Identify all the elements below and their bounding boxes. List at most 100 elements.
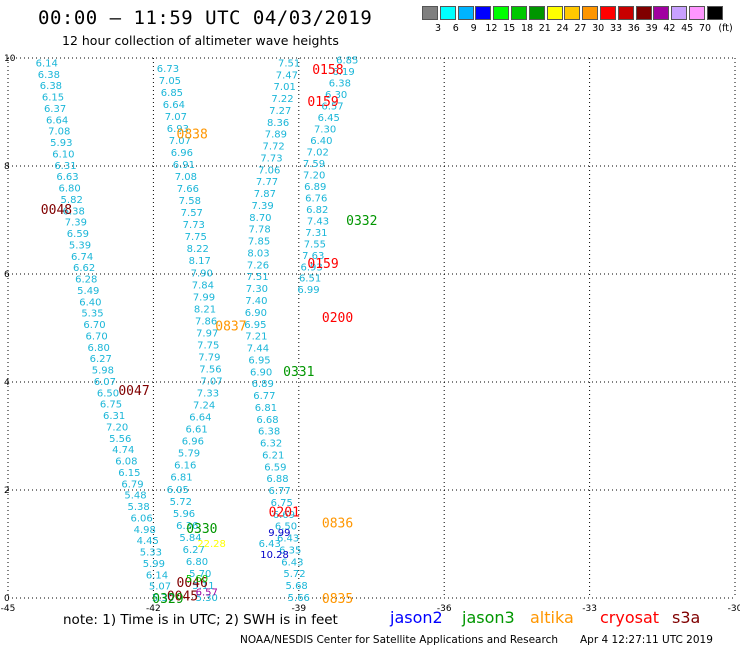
wave-height-value: 6.81 (170, 473, 192, 484)
wave-height-value: 6.64 (46, 115, 68, 126)
wave-height-value: 5.35 (81, 309, 103, 320)
wave-height-value: 6.95 (248, 355, 270, 366)
wave-height-value: 6.50 (97, 388, 119, 399)
wave-height-value: 6.80 (58, 184, 80, 195)
wave-height-value: 6.30 (325, 90, 347, 101)
legend-swatch (457, 6, 474, 20)
pass-time-stamp: 0159 (307, 257, 338, 272)
wave-height-value: 7.63 (302, 251, 324, 262)
wave-height-value: 7.24 (193, 401, 215, 412)
wave-height-value: 6.63 (56, 172, 78, 183)
wave-height-value: 6.64 (189, 413, 211, 424)
wave-height-value: 6.14 (36, 58, 58, 69)
wave-height-value: 6.10 (52, 149, 74, 160)
wave-height-value: 5.68 (286, 581, 308, 592)
wave-height-value: 6.40 (79, 297, 101, 308)
wave-height-value: 6.38 (63, 206, 85, 217)
wave-height-value: 7.87 (254, 189, 276, 200)
legend-label: 70 (698, 23, 712, 34)
pass-time-stamp: 0201 (269, 506, 300, 521)
wave-height-value: 5.72 (170, 497, 192, 508)
wave-height-value: 6.15 (42, 93, 64, 104)
wave-height-value: 5.82 (61, 195, 83, 206)
satellite-label-s3a: s3a (672, 608, 701, 627)
legend-swatch (706, 6, 723, 20)
pass-time-stamp: 0835 (322, 592, 353, 607)
wave-height-value: 7.58 (179, 196, 201, 207)
wave-height-value: 7.73 (260, 153, 282, 164)
wave-height-value: 4.98 (134, 525, 156, 536)
wave-height-value: 6.90 (250, 367, 272, 378)
wave-height-value: 7.30 (246, 284, 268, 295)
wave-height-value: 7.22 (271, 94, 293, 105)
wave-height-value: 6.45 (318, 113, 340, 124)
wave-height-value: 6.75 (271, 498, 293, 509)
wave-height-value: 10.28 (260, 550, 289, 561)
y-tick-label: 2 (4, 486, 10, 496)
wave-height-value: 6.69 (273, 510, 295, 521)
wave-height-value: 6.95 (244, 320, 266, 331)
wave-height-value: 6.75 (100, 400, 122, 411)
legend-label: 3 (434, 23, 442, 34)
wave-height-value: 4.45 (137, 536, 159, 547)
wave-height-value: 5.49 (77, 286, 99, 297)
wave-height-value: 7.31 (305, 228, 327, 239)
wave-height-value: 6.43 (277, 534, 299, 545)
pass-time-stamp: 0330 (186, 522, 217, 537)
wave-height-value: 7.39 (65, 218, 87, 229)
wave-height-value: 6.37 (44, 104, 66, 115)
wave-height-value: 6.61 (185, 425, 207, 436)
wave-height-value: 6.73 (157, 64, 179, 75)
wave-height-value: 7.57 (181, 208, 203, 219)
wave-height-value: 6.21 (262, 450, 284, 461)
wave-height-value: 7.78 (248, 225, 270, 236)
wave-height-value: 8.22 (187, 244, 209, 255)
wave-height-value: 7.86 (195, 316, 217, 327)
wave-height-value: 6.89 (304, 182, 326, 193)
wave-height-value: 6.77 (268, 486, 290, 497)
wave-height-value: 7.89 (265, 130, 287, 141)
wave-height-value: 8.03 (247, 248, 269, 259)
wave-height-value: 6.90 (245, 308, 267, 319)
legend-label: 42 (663, 23, 676, 34)
wave-height-value: 8.70 (249, 213, 271, 224)
wave-height-value: 7.44 (247, 344, 269, 355)
wave-height-value: 6.31 (54, 161, 76, 172)
wave-height-value: 6.89 (252, 379, 274, 390)
wave-height-value: 7.59 (303, 159, 325, 170)
wave-height-value: 5.48 (124, 491, 146, 502)
wave-height-value: 6.51 (299, 274, 321, 285)
wave-height-value: 5.33 (140, 548, 162, 559)
wave-height-value: 6.81 (255, 403, 277, 414)
legend-swatch (511, 6, 527, 20)
satellite-label-altika: altika (530, 608, 574, 627)
pass-time-stamp: 0838 (177, 128, 208, 143)
wave-height-value: 6.14 (146, 570, 168, 581)
wave-height-value: 5.60 (186, 574, 208, 585)
legend-swatch (600, 6, 616, 20)
wave-height-value: 6.93 (301, 262, 323, 273)
wave-height-value: 7.07 (169, 136, 191, 147)
wave-height-value: 8.36 (267, 118, 289, 129)
wave-height-value: 6.88 (266, 474, 288, 485)
wave-height-value: 7.77 (256, 177, 278, 188)
credit-line: NOAA/NESDIS Center for Satellite Applica… (240, 634, 558, 646)
wave-height-value: 6.31 (103, 411, 125, 422)
wave-height-value: 6.32 (260, 439, 282, 450)
wave-height-value: 7.43 (307, 216, 329, 227)
wave-height-value: 6.77 (253, 391, 275, 402)
wave-height-value: 5.84 (179, 533, 201, 544)
wave-height-value: 5.96 (173, 509, 195, 520)
wave-height-value: 6.28 (75, 275, 97, 286)
legend-label: 45 (681, 23, 694, 34)
wave-height-value: 6.38 (329, 79, 351, 90)
pass-time-stamp: 0837 (215, 319, 246, 334)
legend-label: 24 (556, 23, 569, 34)
legend-label: 9 (470, 23, 477, 34)
wave-height-value: 7.75 (185, 232, 207, 243)
wave-height-value: 5.39 (69, 240, 91, 251)
wave-height-value: 6.08 (115, 457, 137, 468)
wave-height-value: 5.93 (50, 138, 72, 149)
pass-time-stamp: 0331 (283, 365, 314, 380)
